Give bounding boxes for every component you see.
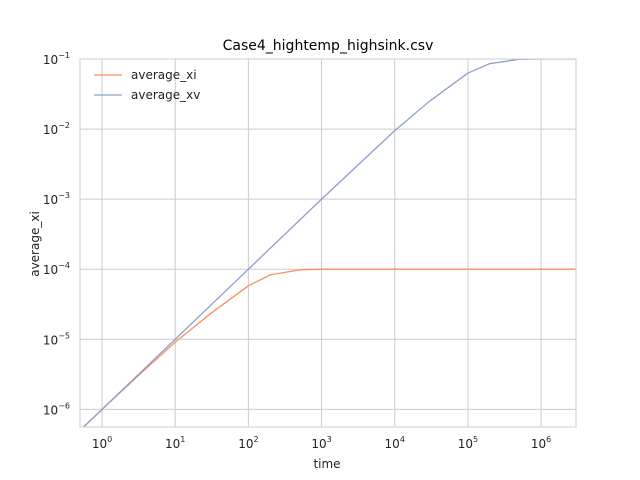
y-tick-labels: 10−6 10−5 10−4 10−3 10−2 10−1 <box>43 51 70 417</box>
legend-label-average-xi: average_xi <box>131 68 197 82</box>
x-axis-label: time <box>313 457 340 471</box>
x-tick-label-4: 104 <box>385 435 405 451</box>
x-tick-label-1: 101 <box>165 435 185 451</box>
x-tick-label-5: 105 <box>458 435 478 451</box>
legend-label-average-xv: average_xv <box>131 88 200 102</box>
y-tick-label-4: 10−2 <box>43 121 70 137</box>
x-tick-label-3: 103 <box>311 435 331 451</box>
y-tick-label-0: 10−6 <box>43 401 70 417</box>
series-line-average-xi <box>82 268 576 427</box>
y-tick-label-1: 10−5 <box>43 331 70 347</box>
x-tick-label-0: 100 <box>92 435 112 451</box>
y-tick-label-2: 10−4 <box>43 261 70 277</box>
x-tick-label-6: 106 <box>531 435 551 451</box>
x-tick-label-2: 102 <box>238 435 258 451</box>
x-tick-labels: 100 101 102 103 104 105 106 <box>92 435 551 451</box>
plot-frame <box>79 58 577 428</box>
y-tick-label-3: 10−3 <box>43 191 70 207</box>
y-tick-label-5: 10−1 <box>43 51 70 67</box>
chart-title: Case4_hightemp_highsink.csv <box>223 38 434 54</box>
y-axis-label: average_xi <box>28 211 42 277</box>
legend: average_xi average_xv <box>94 68 200 102</box>
